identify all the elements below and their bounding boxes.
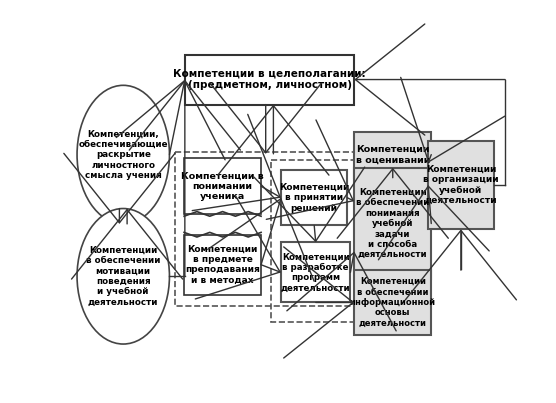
FancyBboxPatch shape	[184, 158, 261, 214]
Text: Компетенции
в оценивании: Компетенции в оценивании	[356, 145, 430, 164]
Text: Компетенции
в обеспечении
информационной
основы
деятельности: Компетенции в обеспечении информационной…	[350, 277, 436, 328]
FancyBboxPatch shape	[184, 235, 261, 295]
Text: Компетенции
в обеспечении
мотивации
поведения
и учебной
деятельности: Компетенции в обеспечении мотивации пове…	[86, 246, 161, 307]
Text: Компетенции
в организации
учебной
деятельности: Компетенции в организации учебной деятел…	[423, 165, 499, 205]
Text: Компетенции,
обеспечивающие
раскрытие
личностного
смысла учения: Компетенции, обеспечивающие раскрытие ли…	[78, 129, 168, 180]
FancyBboxPatch shape	[281, 170, 348, 225]
FancyBboxPatch shape	[354, 131, 431, 178]
FancyBboxPatch shape	[185, 54, 354, 104]
Text: Компетенции в целеполагании:
(предметном, личностном): Компетенции в целеполагании: (предметном…	[173, 69, 366, 90]
Text: Компетенции в
понимании
ученика: Компетенции в понимании ученика	[181, 171, 264, 201]
Text: Компетенции
в обеспечении
понимания
учебной
задачи
и способа
деятельности: Компетенции в обеспечении понимания учеб…	[356, 188, 429, 259]
FancyBboxPatch shape	[354, 168, 431, 279]
FancyBboxPatch shape	[281, 242, 350, 303]
Text: Компетенции
в предмете
преподавания
и в методах: Компетенции в предмете преподавания и в …	[185, 245, 260, 285]
Ellipse shape	[77, 85, 170, 224]
FancyBboxPatch shape	[428, 141, 494, 229]
Text: Компетенции
в разработке
программ
деятельности: Компетенции в разработке программ деятел…	[281, 252, 351, 293]
Text: Компетенции
в принятии
решений: Компетенции в принятии решений	[279, 183, 349, 213]
FancyBboxPatch shape	[354, 270, 431, 335]
Ellipse shape	[77, 208, 170, 344]
